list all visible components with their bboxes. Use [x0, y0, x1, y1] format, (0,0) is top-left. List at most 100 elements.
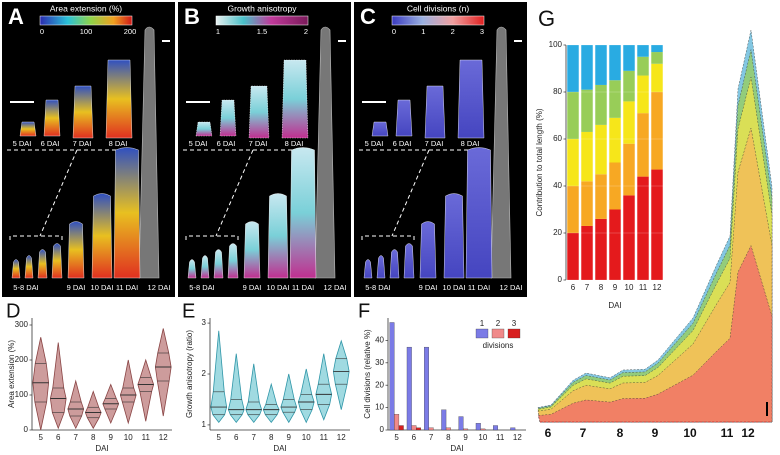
violin — [67, 379, 85, 430]
image-label: 10 DAI — [91, 283, 114, 292]
bar-segment — [595, 84, 607, 125]
violin — [315, 353, 333, 421]
root-image — [213, 249, 224, 279]
stage-label: 7 — [580, 426, 587, 440]
x-tick-label: 10 — [625, 283, 634, 292]
root-image — [419, 221, 437, 279]
x-tick-label: 6 — [412, 433, 417, 442]
bar-segment — [581, 225, 593, 280]
root-image — [281, 59, 309, 139]
root-image — [395, 99, 413, 137]
bar-segment — [595, 218, 607, 280]
colorbar-tick: 0 — [40, 27, 44, 36]
bar-segment — [567, 186, 579, 233]
root-image — [187, 259, 197, 279]
violin — [210, 330, 228, 424]
bar-segment — [637, 176, 649, 280]
image-label: 7 DAI — [425, 139, 444, 148]
bar-segment — [581, 131, 593, 182]
colorbar — [215, 15, 309, 26]
x-tick-label: 9 — [287, 433, 292, 442]
y-tick-label: 60 — [553, 134, 562, 143]
colorbar — [39, 15, 133, 26]
bar — [406, 346, 412, 431]
bar-segment — [567, 233, 579, 280]
root-image — [371, 121, 389, 137]
bar — [394, 414, 400, 431]
colorbar — [391, 15, 485, 26]
x-tick-label: 7 — [429, 433, 434, 442]
image-label: 5 DAI — [365, 139, 384, 148]
stage-label: 6 — [545, 426, 552, 440]
x-axis-label: DAI — [95, 444, 108, 453]
bar-segment — [581, 45, 593, 90]
y-tick-label: 40 — [375, 336, 384, 345]
y-tick-label: 300 — [15, 320, 29, 329]
root-image — [465, 147, 493, 279]
colorbar-tick: 200 — [124, 27, 137, 36]
violin — [154, 328, 172, 417]
bar-segment — [595, 174, 607, 219]
violin — [32, 337, 50, 431]
root-image — [11, 259, 21, 279]
stage-label: 10 — [683, 426, 697, 440]
image-label: 12 DAI — [324, 283, 347, 292]
colorbar-title: Area extension (%) — [50, 3, 122, 13]
bar-segment — [637, 56, 649, 76]
bar-segment — [623, 143, 635, 196]
y-axis-label: Growth anisotropy (ratio) — [185, 330, 194, 418]
root-image — [289, 147, 317, 279]
root-image — [243, 221, 261, 279]
stage-label: 11 — [721, 426, 734, 440]
root-image — [195, 121, 213, 137]
legend-swatch — [507, 328, 521, 339]
y-tick-label: 0 — [558, 275, 563, 284]
image-label: 8 DAI — [109, 139, 128, 148]
root-image — [248, 85, 270, 139]
root-image — [113, 147, 141, 279]
root-image — [37, 249, 48, 279]
colorbar-tick: 1 — [216, 27, 220, 36]
y-axis-label: Contribution to total length (%) — [535, 108, 544, 216]
image-label: 11 DAI — [292, 283, 314, 292]
stage-label: 9 — [652, 426, 659, 440]
bar-segment — [651, 92, 663, 170]
root-layer — [537, 245, 773, 423]
y-tick-label: 20 — [375, 380, 384, 389]
colorbar-tick: 2 — [304, 27, 308, 36]
bar — [458, 416, 464, 431]
y-tick-label: 100 — [549, 40, 563, 49]
legend-label: 2 — [496, 319, 501, 328]
root-image — [24, 255, 34, 279]
y-tick-label: 100 — [15, 390, 29, 399]
bar — [493, 425, 498, 431]
x-tick-label: 6 — [234, 433, 239, 442]
root-image — [376, 255, 386, 279]
bar-segment — [609, 45, 621, 81]
root-image — [227, 243, 239, 279]
bar — [424, 346, 429, 431]
bar-segment — [609, 117, 621, 163]
violin — [297, 368, 315, 424]
x-tick-label: 12 — [513, 433, 522, 442]
colorbar-tick: 100 — [80, 27, 93, 36]
bar-segment — [623, 101, 635, 144]
image-label: 12 DAI — [500, 283, 523, 292]
y-tick-label: 3 — [202, 318, 207, 327]
colorbar-tick: 2 — [451, 27, 455, 36]
x-tick-label: 10 — [478, 433, 487, 442]
y-tick-label: 2 — [202, 369, 207, 378]
root-image — [424, 85, 446, 139]
x-tick-label: 7 — [74, 433, 79, 442]
y-tick-label: 0 — [380, 425, 385, 434]
bar-segment — [595, 124, 607, 175]
y-tick-label: 0 — [24, 425, 29, 434]
stage-label: 12 — [741, 426, 755, 440]
dashed-guide — [359, 149, 484, 240]
panel-letter: F — [358, 300, 370, 322]
y-tick-label: 80 — [553, 87, 562, 96]
bar-segment — [651, 45, 663, 53]
panel-letter: E — [182, 300, 195, 322]
root-image — [267, 193, 289, 279]
x-tick-label: 12 — [159, 433, 168, 442]
